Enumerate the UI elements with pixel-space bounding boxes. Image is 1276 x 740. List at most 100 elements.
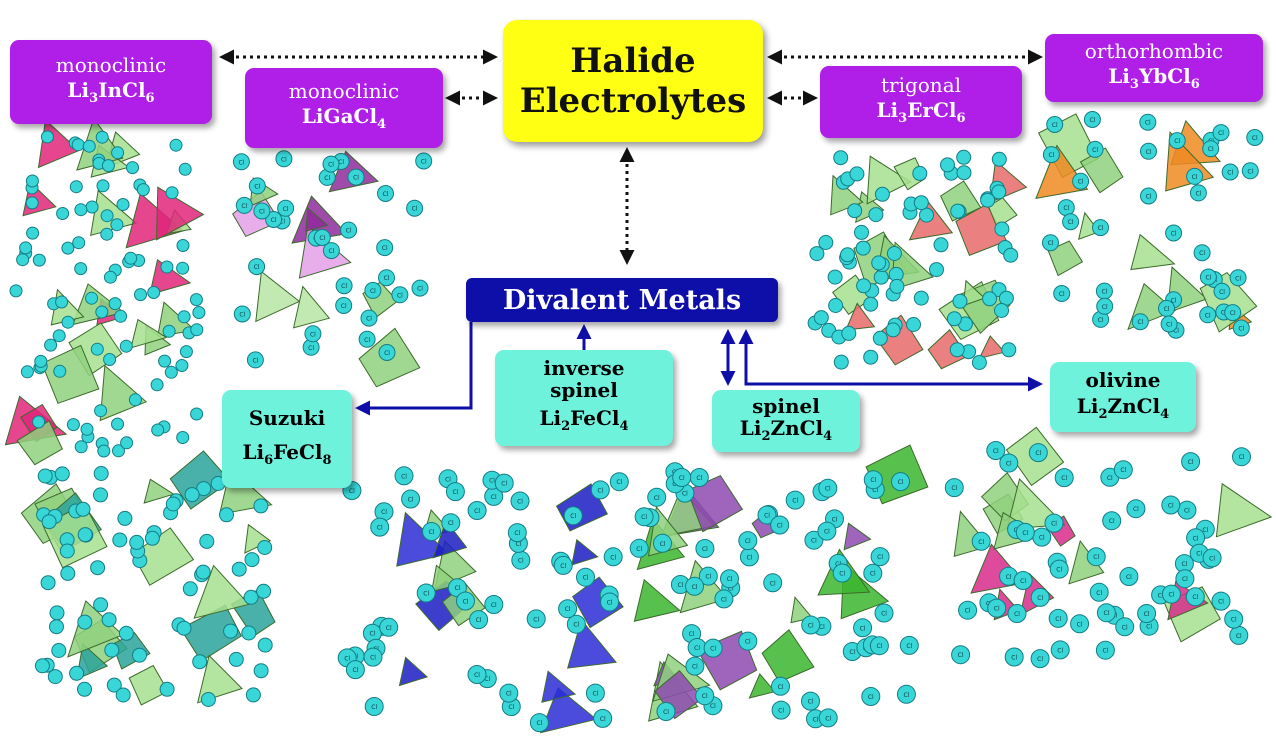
atom-label: Cl xyxy=(1120,467,1126,474)
chlorine-atom xyxy=(1139,113,1157,131)
chlorine-atom xyxy=(95,305,109,319)
atom-label: Cl xyxy=(370,288,376,295)
chlorine-atom xyxy=(335,277,353,295)
atom-label: Cl xyxy=(702,693,708,700)
atom-label: Cl xyxy=(1109,518,1115,525)
atom-label: Cl xyxy=(1089,117,1095,124)
chlorine-atom xyxy=(847,203,863,219)
coordination-polyhedron xyxy=(541,670,577,703)
box-ligacl4: monoclinic LiGaCl4 xyxy=(245,68,443,148)
phase-label: Suzuki xyxy=(248,405,326,430)
chlorine-atom xyxy=(870,547,890,567)
chlorine-atom xyxy=(265,211,283,228)
chlorine-atom xyxy=(757,505,777,525)
chlorine-atom xyxy=(80,422,94,436)
chlorine-atom xyxy=(85,291,99,305)
chlorine-atom xyxy=(952,293,968,309)
chlorine-atom xyxy=(1113,460,1133,480)
atom-label: Cl xyxy=(1173,328,1179,335)
atom-label: Cl xyxy=(1184,508,1190,515)
chlorine-atom xyxy=(364,697,384,716)
chlorine-atom xyxy=(358,330,376,348)
coordination-polyhedron xyxy=(748,672,776,699)
chlorine-atom xyxy=(335,297,353,314)
chlorine-atom xyxy=(178,162,192,176)
box-li3incl6: monoclinic Li3InCl6 xyxy=(10,40,212,124)
chlorine-atom xyxy=(100,209,114,223)
atom-label: Cl xyxy=(958,652,964,659)
chlorine-atom xyxy=(90,560,106,576)
atom-label: Cl xyxy=(1252,135,1258,142)
atom-label: Cl xyxy=(813,716,819,723)
chlorine-atom xyxy=(61,315,75,329)
atom-label: Cl xyxy=(560,563,566,570)
chlorine-atom xyxy=(912,165,928,181)
atom-label: Cl xyxy=(951,485,957,492)
atom-label: Cl xyxy=(341,283,347,290)
coordination-polyhedron xyxy=(255,270,301,323)
chlorine-atom xyxy=(128,393,142,407)
atom-label: Cl xyxy=(870,571,876,578)
chlorine-atom xyxy=(685,656,705,676)
chlorine-atom xyxy=(52,329,66,343)
atom-label: Cl xyxy=(1098,317,1104,324)
chlorine-atom xyxy=(933,237,949,253)
atom-label: Cl xyxy=(727,576,733,583)
chlorine-atom xyxy=(980,192,996,208)
atom-label: Cl xyxy=(421,159,427,166)
chlorine-atom xyxy=(813,310,829,326)
atom-label: Cl xyxy=(1202,527,1208,534)
atom-label: Cl xyxy=(1174,138,1180,145)
chlorine-atom xyxy=(944,478,964,498)
atom-label: Cl xyxy=(616,479,622,486)
chlorine-atom xyxy=(818,708,838,728)
coordination-polyhedron xyxy=(927,329,969,370)
atom-label: Cl xyxy=(1039,535,1045,542)
atom-label: Cl xyxy=(677,582,683,589)
chlorine-atom xyxy=(1062,213,1080,231)
chlorine-atom xyxy=(958,600,978,620)
coordination-polyhedron xyxy=(633,578,681,622)
chlorine-atom xyxy=(1072,172,1090,190)
atom-label: Cl xyxy=(694,645,700,652)
chlorine-atom xyxy=(896,684,916,704)
atom-label: Cl xyxy=(448,520,454,527)
chlorine-atom xyxy=(1229,269,1247,287)
chlorine-atom xyxy=(771,700,791,720)
chlorine-atom xyxy=(886,246,902,261)
coordination-polyhedron xyxy=(1079,147,1124,194)
formula-label: Li3YbCl6 xyxy=(1108,63,1200,92)
atom-label: Cl xyxy=(1093,554,1099,561)
atom-label: Cl xyxy=(384,275,390,282)
chlorine-atom xyxy=(129,534,145,550)
atom-label: Cl xyxy=(1146,194,1152,201)
atom-label: Cl xyxy=(1102,648,1108,655)
chlorine-atom xyxy=(956,165,972,181)
atom-label: Cl xyxy=(1218,130,1224,137)
atom-label: Cl xyxy=(371,704,377,711)
chlorine-atom xyxy=(1013,571,1033,590)
atom-label: Cl xyxy=(792,498,798,505)
atom-label: Cl xyxy=(346,228,352,235)
atom-label: Cl xyxy=(689,631,695,638)
atom-label: Cl xyxy=(641,514,647,521)
chlorine-atom xyxy=(1181,452,1201,472)
chlorine-atom xyxy=(241,625,257,641)
chlorine-atom xyxy=(804,530,824,550)
chlorine-atom xyxy=(235,196,253,214)
chlorine-atom xyxy=(1070,614,1090,634)
atom-label: Cl xyxy=(898,479,904,486)
atom-label: Cl xyxy=(517,499,523,506)
chlorine-atom xyxy=(74,203,88,217)
coordination-polyhedron xyxy=(962,279,986,307)
atom-label: Cl xyxy=(1196,551,1202,558)
chlorine-atom xyxy=(120,436,134,450)
chlorine-atom xyxy=(124,251,138,265)
chlorine-atom xyxy=(801,691,820,711)
chlorine-atom xyxy=(231,561,247,577)
chlorine-atom xyxy=(891,472,910,492)
chlorine-atom xyxy=(840,247,855,263)
chlorine-atom xyxy=(940,157,955,173)
atom-label: Cl xyxy=(1068,219,1074,226)
atom-label: Cl xyxy=(1208,146,1214,153)
